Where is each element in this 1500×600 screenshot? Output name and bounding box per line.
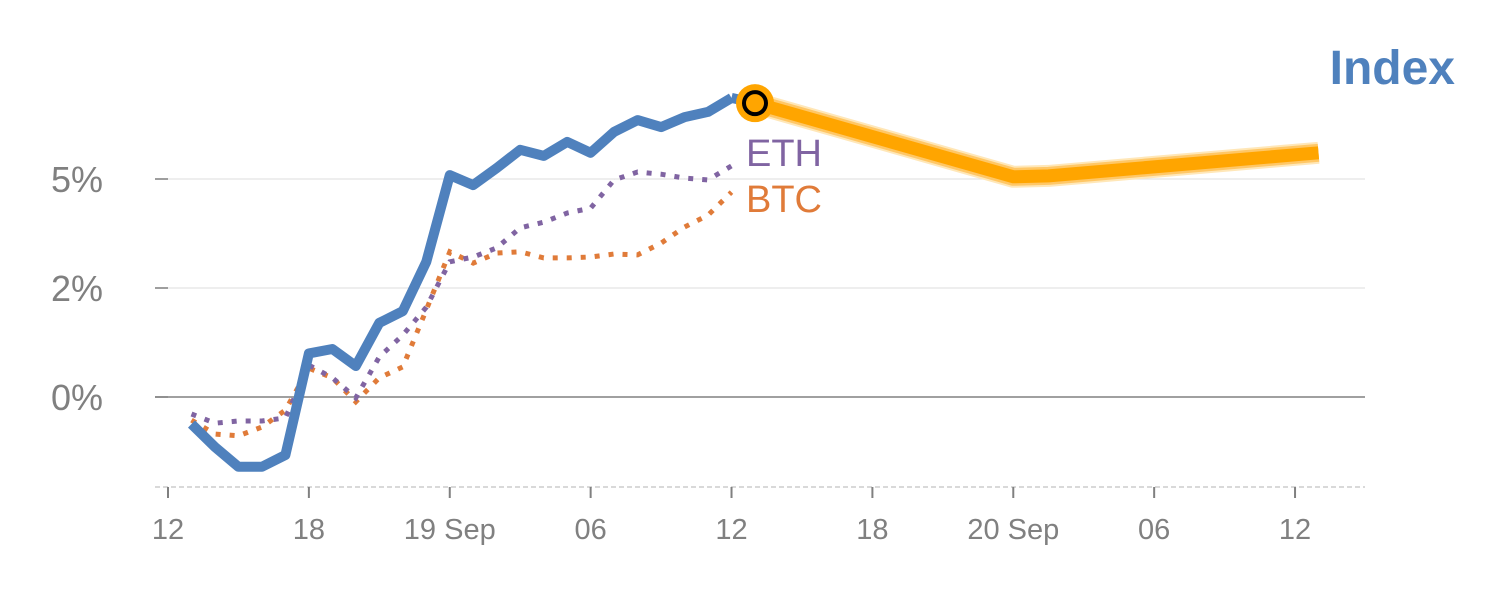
x-tick-label: 19 Sep [404,514,496,546]
series-line-btc [190,190,734,439]
forecast-line [753,96,1320,184]
x-tick-label: 18 [856,514,888,546]
x-tick-label: 12 [152,514,184,546]
series-group [187,84,1320,472]
x-tick-label: 18 [293,514,325,546]
x-tick-label: 12 [715,514,747,546]
series-label-btc: BTC [746,179,822,221]
x-tick-label: 12 [1279,514,1311,546]
current-point-marker [742,90,768,117]
y-tick-label: 2% [51,268,103,309]
y-axis: 0% 2% 5% [51,159,168,418]
x-axis: 12 18 19 Sep 06 12 18 20 Sep 06 12 [152,486,1365,546]
y-tick-label: 0% [51,377,103,418]
series-line-eth [190,163,733,426]
x-tick-label: 06 [575,514,607,546]
series-label-eth: ETH [746,133,822,175]
chart-title: Index [1330,42,1456,95]
x-tick-label: 20 Sep [967,514,1059,546]
x-tick-label: 06 [1138,514,1170,546]
series-line-index [187,93,735,472]
y-tick-label: 5% [51,159,103,200]
